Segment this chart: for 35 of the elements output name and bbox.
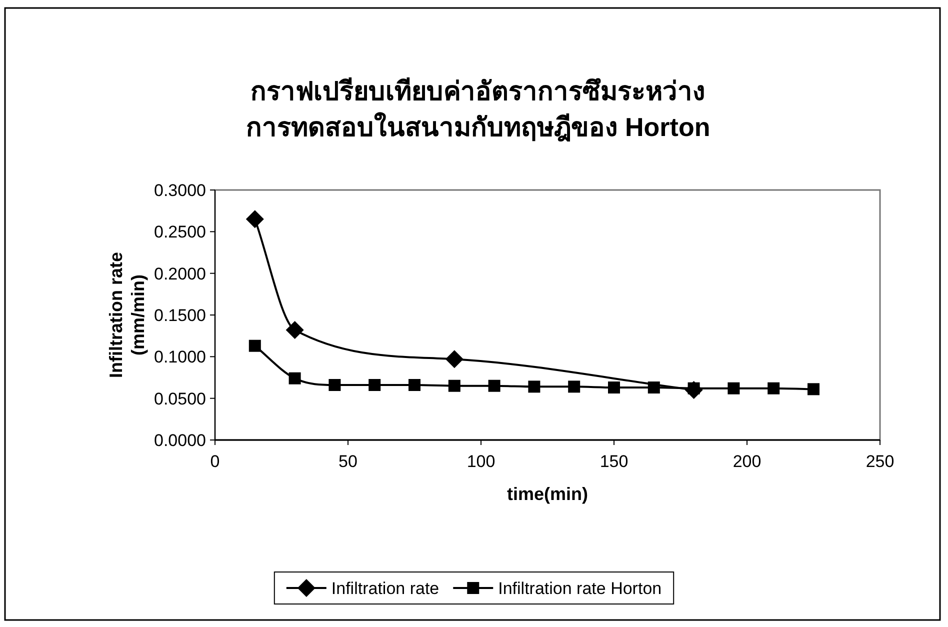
x-tick-label: 150 — [600, 452, 628, 471]
y-tick-label: 0.3000 — [154, 181, 206, 200]
legend-label: Infiltration rate — [331, 579, 440, 598]
point — [448, 380, 460, 392]
point — [488, 380, 500, 392]
point — [768, 382, 780, 394]
x-tick-label: 200 — [732, 452, 762, 471]
chart-title: กราฟเปรียบเทียบค่าอัตราการซึมระหว่าง การทดสอบในสนามกับทฤษฎีของ Horton — [246, 76, 710, 142]
point — [288, 372, 301, 384]
point — [608, 382, 620, 394]
y-tick-label: 0.0500 — [154, 389, 206, 408]
x-tick-label: 100 — [466, 452, 496, 471]
x-tick-label: 0 — [210, 452, 220, 471]
point — [368, 379, 381, 391]
x-tick-label: 250 — [866, 452, 894, 471]
y-tick-label: 0.0000 — [154, 431, 206, 450]
point — [568, 380, 580, 393]
point — [248, 340, 261, 352]
point — [528, 380, 540, 393]
point — [328, 379, 341, 391]
y-tick-label: 0.2500 — [154, 222, 206, 242]
x-axis-title: time(min) — [507, 484, 588, 504]
point — [728, 382, 740, 394]
point — [648, 382, 660, 394]
y-tick-label: 0.1000 — [154, 348, 206, 367]
point — [286, 321, 304, 339]
y-tick-label: 0.2000 — [154, 264, 206, 284]
point — [445, 350, 464, 368]
x-tick-label: 50 — [338, 452, 358, 471]
legend-label: Infiltration rate Horton — [498, 579, 662, 598]
y-axis-title: Infiltration rate (mm/min) — [106, 252, 148, 378]
y-tick-label: 0.1500 — [154, 306, 206, 325]
point — [408, 379, 420, 391]
point — [808, 383, 820, 396]
point — [246, 210, 264, 228]
